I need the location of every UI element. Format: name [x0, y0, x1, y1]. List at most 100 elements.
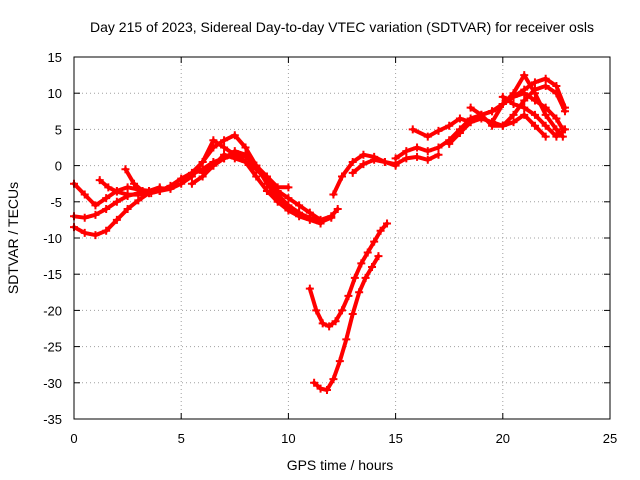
chart-title: Day 215 of 2023, Sidereal Day-to-day VTE…	[90, 19, 594, 35]
data-point	[368, 262, 377, 271]
data-point	[273, 197, 282, 206]
data-point	[445, 139, 454, 148]
series-arc-12	[348, 150, 443, 177]
data-point	[305, 208, 314, 217]
data-point	[112, 197, 121, 206]
data-point	[520, 71, 529, 80]
data-point	[376, 226, 385, 235]
series-line	[490, 73, 565, 139]
data-point	[230, 154, 239, 163]
data-point	[91, 201, 100, 210]
data-point	[284, 201, 293, 210]
data-point	[509, 110, 518, 119]
x-tick-label: 0	[70, 431, 77, 446]
x-tick-label: 20	[496, 431, 510, 446]
data-point	[305, 215, 314, 224]
x-axis-label: GPS time / hours	[287, 457, 394, 473]
data-point	[252, 172, 261, 181]
data-point	[445, 121, 454, 130]
data-point	[130, 179, 139, 188]
data-point	[138, 186, 147, 195]
data-point	[530, 78, 539, 87]
data-point	[552, 89, 561, 98]
data-point	[329, 375, 338, 384]
y-tick-label: -5	[50, 195, 62, 210]
x-tick-label: 5	[178, 431, 185, 446]
data-point	[552, 132, 561, 141]
data-point	[423, 155, 432, 164]
data-point	[310, 378, 319, 387]
y-axis-label: SDTVAR / TECUs	[5, 182, 21, 294]
data-point	[80, 190, 89, 199]
y-tick-label: 10	[48, 86, 62, 101]
data-point	[198, 168, 207, 177]
data-point	[488, 107, 497, 116]
data-point	[541, 81, 550, 90]
data-point	[80, 213, 89, 222]
data-point	[560, 107, 569, 116]
data-point	[423, 132, 432, 141]
data-point	[498, 92, 507, 101]
x-tick-label: 15	[388, 431, 402, 446]
data-point	[413, 152, 422, 161]
data-point	[155, 186, 164, 195]
data-point	[359, 150, 368, 159]
data-point	[348, 168, 357, 177]
data-point	[391, 154, 400, 163]
data-point	[262, 176, 271, 185]
series-arc-5	[121, 165, 175, 198]
grid	[74, 57, 610, 419]
data-point	[498, 121, 507, 130]
data-point	[241, 150, 250, 159]
data-point	[466, 118, 475, 127]
data-point	[359, 160, 368, 169]
data-point	[220, 143, 229, 152]
y-tick-label: -10	[43, 231, 62, 246]
data-point	[541, 121, 550, 130]
data-point	[230, 147, 239, 156]
series-arc-19	[305, 219, 392, 331]
data-point	[241, 157, 250, 166]
data-point	[477, 110, 486, 119]
data-point	[312, 306, 321, 315]
data-point	[220, 136, 229, 145]
data-point	[316, 215, 325, 224]
data-point	[434, 126, 443, 135]
data-point	[488, 118, 497, 127]
data-point	[91, 231, 100, 240]
series-arc-10	[198, 150, 342, 224]
series-arc-20	[310, 252, 383, 395]
data-point	[273, 186, 282, 195]
y-tick-label: -20	[43, 303, 62, 318]
data-point	[220, 150, 229, 159]
data-point	[348, 157, 357, 166]
data-point	[355, 288, 364, 297]
data-point	[402, 147, 411, 156]
data-point	[520, 89, 529, 98]
data-point	[383, 219, 392, 228]
data-point	[316, 384, 325, 393]
data-point	[104, 183, 113, 192]
data-point	[348, 310, 357, 319]
x-tick-label: 25	[603, 431, 617, 446]
data-point	[541, 110, 550, 119]
data-point	[408, 125, 417, 134]
data-point	[509, 118, 518, 127]
data-point	[520, 103, 529, 112]
data-point	[498, 100, 507, 109]
y-tick-label: 0	[55, 159, 62, 174]
data-point	[520, 110, 529, 119]
data-point	[91, 210, 100, 219]
data-point	[305, 284, 314, 293]
data-point	[342, 335, 351, 344]
data-point	[509, 89, 518, 98]
y-tick-label: 15	[48, 50, 62, 65]
data-point	[413, 143, 422, 152]
data-point	[380, 157, 389, 166]
data-point	[241, 143, 250, 152]
data-point	[198, 157, 207, 166]
series-arc-18	[498, 92, 569, 141]
data-point	[123, 190, 132, 199]
data-point	[295, 208, 304, 217]
